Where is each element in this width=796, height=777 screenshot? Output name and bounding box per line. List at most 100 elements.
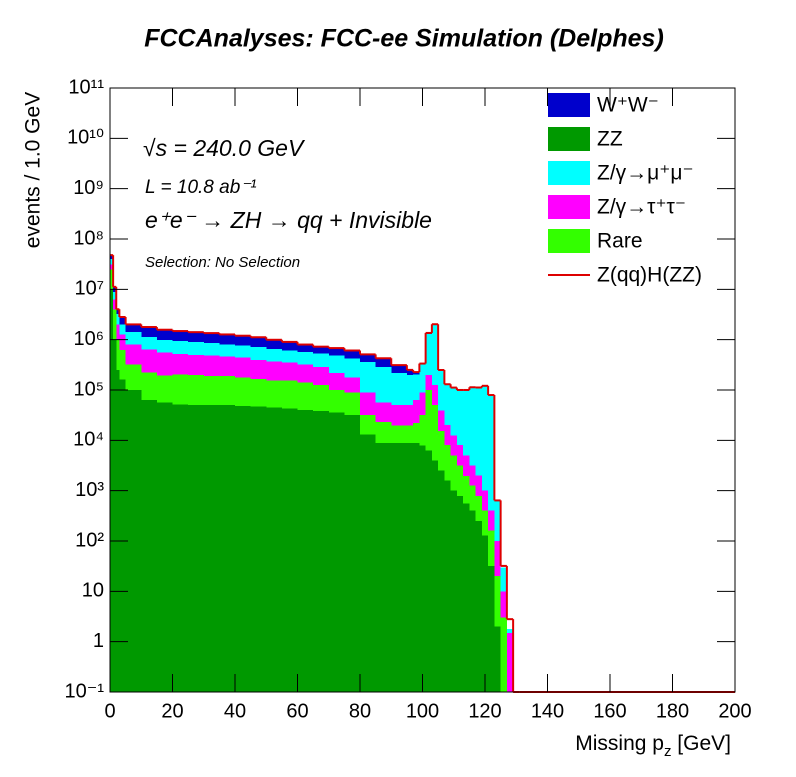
bar-segment (419, 414, 426, 446)
legend-label: W⁺W⁻ (597, 94, 659, 117)
x-label-tail: [GeV] (671, 732, 731, 755)
y-tick-label: 10⁷ (75, 278, 104, 300)
bar-segment (481, 535, 489, 692)
legend-swatch (548, 195, 590, 219)
bar-segment (481, 510, 489, 536)
x-tick-label: 80 (349, 700, 371, 722)
legend-label: Rare (597, 230, 643, 253)
bar-segment (360, 354, 376, 362)
bar-segment (444, 425, 451, 446)
bar-segment (328, 372, 345, 390)
bar-segment (406, 425, 414, 443)
bar-segment (141, 400, 157, 692)
bar-segment (266, 348, 282, 362)
bar-segment (419, 392, 426, 415)
bar-segment (116, 339, 120, 370)
bar-segment (375, 366, 392, 403)
bar-segment (413, 372, 420, 375)
y-tick-label: 10³ (75, 479, 104, 501)
bar-segment (219, 356, 235, 376)
bar-segment (156, 402, 173, 692)
bar-segment (203, 343, 220, 356)
bar-segment (266, 361, 282, 381)
bar-segment (313, 384, 329, 412)
bar-segment (444, 480, 451, 692)
annotation: √s = 240.0 GeV (143, 135, 306, 161)
bar-segment (494, 500, 501, 541)
bar-segment (125, 344, 142, 365)
bar-segment (391, 405, 407, 426)
bar-segment (391, 442, 407, 692)
bar-segment (469, 387, 476, 466)
bar-segment (235, 345, 251, 358)
y-tick-label: 10⁶ (74, 328, 104, 350)
y-tick-label: 10⁴ (73, 429, 104, 451)
legend-swatch (548, 93, 590, 117)
bar-segment (110, 259, 114, 265)
bar-segment (235, 377, 251, 407)
bar-segment (250, 347, 267, 360)
bar-segment (469, 485, 476, 511)
annotation: e⁺e⁻ → ZH → qq + Invisible (145, 207, 432, 233)
bar-segment (113, 299, 117, 310)
bar-segment (219, 334, 235, 345)
bar-segment (116, 369, 120, 692)
legend-label: ZZ (597, 128, 623, 151)
x-tick-label: 200 (718, 700, 751, 722)
bar-segment (475, 495, 482, 521)
bar-segment (297, 344, 314, 352)
bar-segment (425, 389, 432, 451)
x-tick-label: 160 (593, 700, 626, 722)
y-tick-label: 10⁵ (73, 378, 104, 400)
bar-segment (488, 395, 495, 511)
bar-segment (116, 309, 120, 315)
bar-segment (141, 327, 157, 338)
bar-segment (125, 390, 142, 692)
bar-segment (500, 591, 507, 618)
bar-segment (281, 380, 298, 409)
y-axis-label: events / 1.0 GeV (22, 92, 45, 248)
bar-segment (413, 400, 420, 424)
bar-segment (450, 435, 457, 456)
bar-segment (481, 490, 489, 511)
x-tick-label: 100 (406, 700, 439, 722)
bar-segment (419, 445, 426, 692)
bar-segment (119, 379, 126, 692)
bar-segment (488, 510, 495, 531)
y-tick-label: 10⁸ (73, 227, 104, 249)
bar-segment (281, 362, 298, 381)
bar-segment (266, 339, 282, 349)
y-tick-label: 10 (82, 580, 104, 602)
x-tick-label: 120 (468, 700, 501, 722)
bar-segment (266, 380, 282, 408)
chart-title: FCCAnalyses: FCC-ee Simulation (Delphes) (144, 25, 664, 53)
bar-segment (475, 387, 482, 476)
bar-segment (450, 387, 457, 436)
x-axis-label: Missing pz [GeV] (575, 732, 731, 760)
bar-segment (494, 626, 501, 692)
bar-segment (203, 405, 220, 692)
bar-segment (119, 317, 126, 325)
bar-segment (219, 375, 235, 406)
x-label-sub: z (664, 743, 672, 760)
bar-segment (344, 414, 360, 692)
bar-segment (500, 617, 507, 692)
bar-segment (235, 406, 251, 692)
bar-segment (431, 460, 439, 692)
bar-segment (438, 430, 445, 471)
bar-segment (188, 342, 204, 355)
bar-segment (203, 355, 220, 376)
legend-swatch (548, 161, 590, 185)
bar-segment (463, 390, 470, 456)
bar-segment (494, 541, 501, 577)
bar-segment (141, 337, 157, 350)
bar-segment (313, 353, 329, 368)
bar-segment (156, 339, 173, 353)
legend-swatch (548, 229, 590, 253)
bar-segment (406, 442, 414, 692)
bar-segment (463, 475, 470, 504)
bar-segment (375, 442, 392, 692)
legend-label: Z(qq)H(ZZ) (597, 264, 702, 287)
